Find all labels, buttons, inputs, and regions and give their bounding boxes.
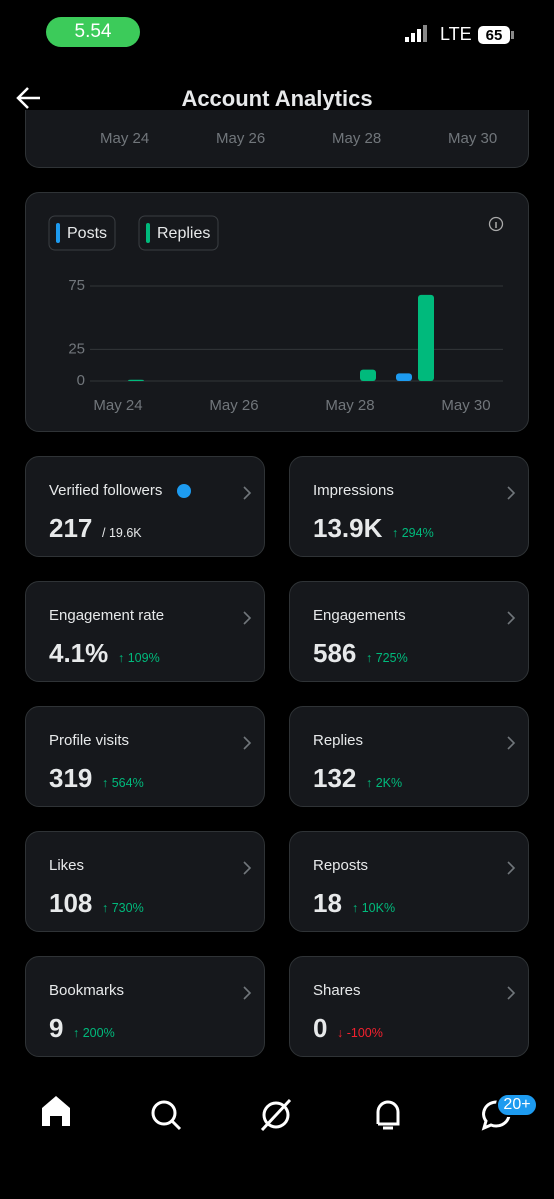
metric-card[interactable]: Engagement rate 4.1% ↑ 109% (25, 581, 265, 682)
metric-change: ↓ -100% (337, 1026, 383, 1040)
metric-value: 18 (313, 888, 342, 918)
chevron (243, 486, 252, 500)
metric-change: ↑ 725% (366, 651, 408, 665)
x-tick-label: May 28 (332, 130, 382, 147)
metric-card[interactable]: Likes 108 ↑ 730% (25, 831, 265, 932)
info-icon (488, 216, 503, 231)
x-tick-label: May 30 (448, 130, 498, 147)
x-tick-label: May 26 (216, 130, 266, 147)
metric-label: Engagements (313, 607, 406, 624)
metric-value: 0 (313, 1013, 328, 1043)
chevron (243, 736, 252, 750)
metric-card[interactable]: Profile visits 319 ↑ 564% (25, 706, 265, 807)
metric-change: ↑ 109% (118, 651, 160, 665)
metric-card[interactable]: Replies 132 ↑ 2K% (289, 706, 529, 807)
grok-icon[interactable] (260, 1098, 292, 1132)
metric-change: ↑ 564% (102, 776, 144, 790)
legend-swatch (145, 222, 150, 243)
notifications-icon[interactable] (376, 1100, 400, 1130)
metric-change: ↑ 200% (73, 1026, 115, 1040)
metric-label: Reposts (313, 857, 369, 874)
y-tick-label: 0 (76, 371, 84, 388)
metric-label: Replies (313, 732, 364, 749)
back-button[interactable] (14, 84, 44, 112)
chevron (243, 986, 252, 1000)
metric-card[interactable]: Engagements 586 ↑ 725% (289, 581, 529, 682)
bottom-nav: 20+ (42, 1093, 538, 1132)
chevron (507, 986, 516, 1000)
bar (127, 379, 144, 381)
battery: 65 (486, 27, 503, 44)
bar (359, 369, 376, 381)
bar (395, 372, 412, 381)
metric-label: Impressions (313, 482, 394, 499)
metric-label: Verified followers (49, 482, 163, 499)
y-tick-label: 75 (68, 276, 85, 293)
y-tick-label: 25 (68, 340, 85, 357)
verified-badge (177, 484, 191, 498)
metric-card[interactable]: Reposts 18 ↑ 10K% (289, 831, 529, 932)
legend-label: Replies (157, 225, 210, 242)
legend-swatch (55, 222, 60, 243)
chevron (507, 486, 516, 500)
metric-label: Engagement rate (49, 607, 165, 624)
x-tick-label: May 28 (325, 396, 374, 413)
metric-label: Bookmarks (49, 982, 125, 999)
chevron (243, 611, 252, 625)
network: LTE (440, 24, 472, 44)
top-chart-card: May 24 May 26 May 28 May 30 (25, 110, 529, 168)
metric-value: 13.9K (313, 513, 383, 543)
metric-value: 319 (49, 763, 93, 793)
chevron (243, 861, 252, 875)
page-title: Account Analytics (181, 86, 373, 111)
chevron (507, 611, 516, 625)
metric-label: Likes (49, 857, 85, 874)
x-tick-label: May 26 (209, 396, 258, 413)
metric-card[interactable]: Impressions 13.9K ↑ 294% (289, 456, 529, 557)
chart-card: Posts Replies 0 25 75 May 24 May 26 May 28 May 3… (25, 192, 529, 432)
metric-change: ↑ 2K% (366, 776, 403, 790)
x-tick-label: May 24 (93, 396, 142, 413)
x-tick-label: May 30 (441, 396, 490, 413)
metric-value: 4.1% (49, 638, 109, 668)
metric-card[interactable]: Shares 0 ↓ -100% (289, 956, 529, 1057)
legend-item[interactable] (138, 215, 218, 250)
metric-value: 108 (49, 888, 93, 918)
chevron (507, 861, 516, 875)
metric-value: 9 (49, 1013, 64, 1043)
metric-value: 132 (313, 763, 357, 793)
metric-value: 217 (49, 513, 93, 543)
home-icon[interactable] (42, 1096, 70, 1126)
metric-label: Shares (313, 982, 361, 999)
metric-value: 586 (313, 638, 357, 668)
chart: Posts Replies 0 25 75 May 24 May 26 May 28 May 3… (48, 215, 503, 413)
metric-change: ↑ 10K% (352, 901, 396, 915)
legend-label: Posts (67, 225, 107, 242)
time: 5.54 (46, 17, 140, 47)
x-tick-label: May 24 (100, 130, 150, 147)
legend-item[interactable] (48, 215, 115, 250)
metric-total: / 19.6K (102, 526, 142, 540)
metric-change: ↑ 730% (102, 901, 144, 915)
metric-card[interactable]: Verified followers 217 / 19.6K (25, 456, 265, 557)
bar (417, 294, 434, 381)
search-icon[interactable] (151, 1100, 182, 1131)
badge: 20+ (503, 1096, 530, 1113)
metric-change: ↑ 294% (392, 526, 434, 540)
metric-card[interactable]: Bookmarks 9 ↑ 200% (25, 956, 265, 1057)
chevron (507, 736, 516, 750)
metric-label: Profile visits (49, 732, 130, 749)
status-icons: LTE 65 (405, 24, 514, 44)
